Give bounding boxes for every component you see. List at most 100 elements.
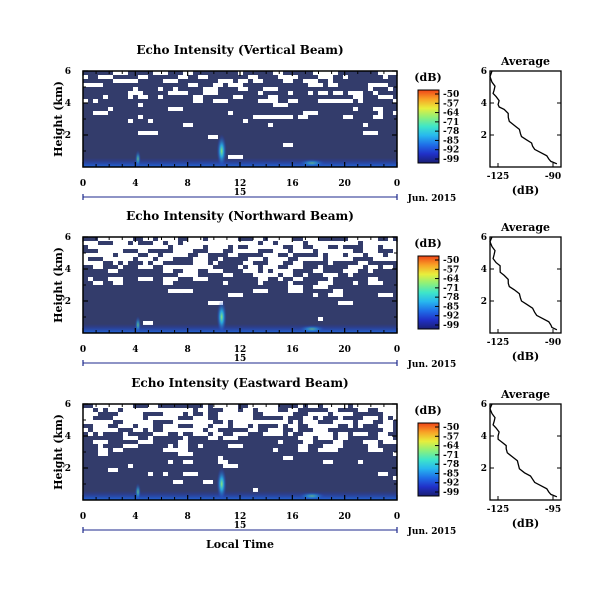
missing-cell	[323, 245, 328, 249]
missing-cell	[108, 257, 123, 261]
missing-cell	[203, 480, 213, 484]
y-tick-label: 6	[65, 67, 71, 77]
missing-cell	[383, 440, 397, 444]
missing-cell	[123, 261, 128, 265]
colorbar-unit: (dB)	[414, 71, 441, 84]
missing-cell	[273, 432, 283, 436]
missing-cell	[218, 460, 228, 464]
missing-cell	[93, 428, 103, 432]
missing-cell	[133, 428, 143, 432]
missing-cell	[223, 245, 228, 249]
missing-cell	[148, 436, 153, 440]
missing-cell	[153, 408, 168, 412]
colorbar-tick-label: -99	[443, 488, 459, 498]
missing-cell	[188, 428, 203, 432]
missing-cell	[178, 75, 188, 79]
x-tick-label: 16	[286, 179, 299, 189]
missing-cell	[333, 91, 343, 95]
missing-cell	[338, 245, 343, 249]
missing-cell	[323, 241, 328, 245]
missing-cell	[188, 237, 203, 241]
missing-cell	[268, 257, 278, 261]
missing-cell	[233, 432, 248, 436]
missing-cell	[83, 412, 98, 416]
missing-cell	[163, 269, 173, 273]
missing-cell	[373, 107, 383, 111]
missing-cell	[133, 241, 138, 245]
missing-cell	[123, 420, 133, 424]
missing-cell	[248, 249, 258, 253]
profile-x-tick-label: -125	[487, 172, 510, 182]
missing-cell	[218, 412, 223, 416]
missing-cell	[173, 480, 183, 484]
missing-cell	[88, 245, 103, 249]
missing-cell	[193, 261, 208, 265]
missing-cell	[203, 404, 208, 408]
missing-cell	[283, 273, 293, 277]
missing-cell	[153, 241, 163, 245]
missing-cell	[318, 99, 333, 103]
missing-cell	[83, 416, 93, 420]
missing-cell	[253, 241, 258, 245]
missing-cell	[268, 428, 283, 432]
missing-cell	[373, 91, 378, 95]
missing-cell	[173, 237, 178, 241]
day-label: 15	[234, 354, 247, 364]
missing-cell	[218, 456, 223, 460]
missing-cell	[373, 115, 383, 119]
x-tick-label: 12	[234, 345, 247, 355]
x-tick-label: 16	[286, 345, 299, 355]
missing-cell	[393, 452, 397, 456]
missing-cell	[393, 416, 397, 420]
missing-cell	[378, 436, 393, 440]
colorbar-tick-label: -57	[443, 265, 459, 275]
missing-cell	[358, 420, 373, 424]
missing-cell	[348, 91, 363, 95]
missing-cell	[378, 432, 388, 436]
missing-cell	[328, 261, 333, 265]
missing-cell	[353, 281, 358, 285]
x-tick-label: 20	[338, 512, 351, 522]
missing-cell	[393, 249, 397, 253]
missing-cell	[138, 249, 148, 253]
missing-cell	[323, 273, 338, 277]
missing-cell	[128, 95, 133, 99]
missing-cell	[318, 436, 333, 440]
missing-cell	[373, 83, 388, 87]
missing-cell	[123, 432, 128, 436]
missing-cell	[163, 79, 168, 83]
missing-cell	[303, 416, 313, 420]
missing-cell	[253, 115, 268, 119]
missing-cell	[383, 416, 388, 420]
missing-cell	[123, 253, 138, 257]
missing-cell	[303, 420, 313, 424]
missing-cell	[198, 245, 203, 249]
missing-cell	[348, 424, 353, 428]
missing-cell	[168, 444, 173, 448]
missing-cell	[258, 281, 263, 285]
missing-cell	[138, 115, 143, 119]
missing-cell	[383, 424, 393, 428]
missing-cell	[208, 135, 218, 139]
missing-cell	[223, 273, 233, 277]
colorbar-tick-label: -57	[443, 432, 459, 442]
missing-cell	[123, 444, 138, 448]
missing-cell	[98, 249, 103, 253]
missing-cell	[353, 95, 363, 99]
y-tick-label: 6	[65, 233, 71, 243]
missing-cell	[123, 257, 133, 261]
missing-cell	[283, 79, 293, 83]
missing-cell	[213, 428, 218, 432]
missing-cell	[278, 277, 283, 281]
missing-cell	[268, 420, 273, 424]
missing-cell	[163, 277, 178, 281]
missing-cell	[213, 424, 228, 428]
missing-cell	[323, 460, 333, 464]
x-tick-label: 20	[338, 345, 351, 355]
missing-cell	[378, 404, 393, 408]
missing-cell	[178, 289, 193, 293]
missing-cell	[138, 257, 153, 261]
missing-cell	[163, 253, 178, 257]
missing-cell	[203, 87, 218, 91]
missing-cell	[383, 75, 388, 79]
